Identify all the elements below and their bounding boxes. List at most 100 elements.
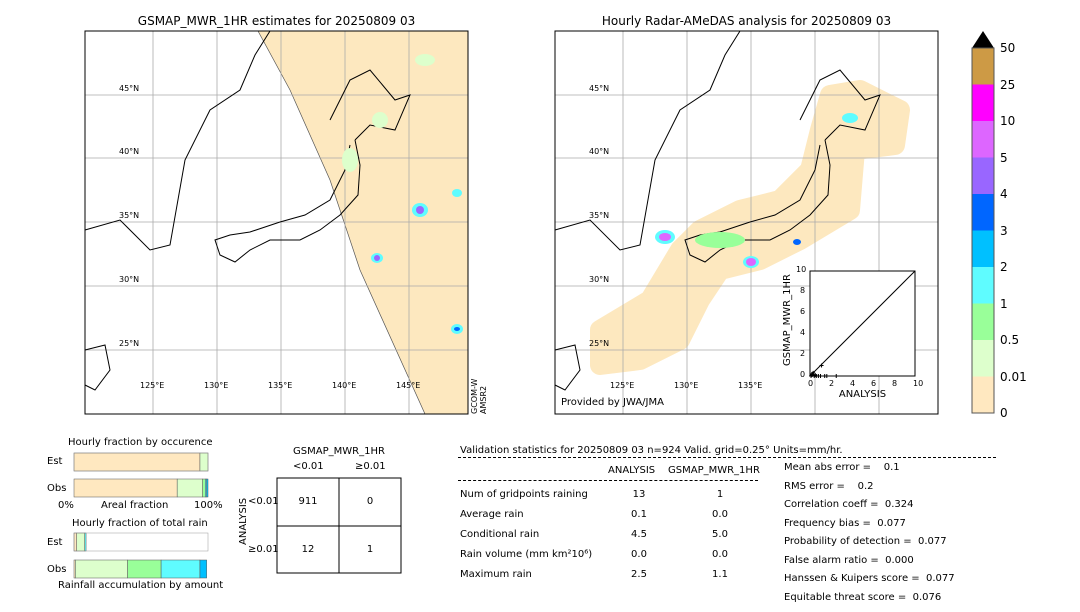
colorbar-segment [972,48,994,85]
fraction-bar-segment [73,478,178,498]
colorbar-label: 0.01 [1000,369,1027,384]
scatter-point [819,363,824,368]
colorbar-segment [972,194,994,231]
cell: 1 [366,544,374,555]
colorbar-label: 4 [1000,187,1008,201]
lat-label: 45°N [119,84,140,93]
scatter-point [834,374,839,378]
score-text: Hanssen & Kuipers score = 0.077 [784,573,955,584]
lon-label: 145°E [396,381,421,390]
score-text: Probability of detection = 0.077 [784,536,947,547]
scatter-ytick: 0 [800,370,806,379]
fraction-bar-segment [73,532,77,552]
credit-text: Provided by JWA/JMA [561,397,664,408]
fraction-bar-segment [199,559,207,579]
score-text: False alarm ratio = 0.000 [784,554,914,566]
colorbar-segment [972,303,994,340]
scatter-ytick: 4 [800,328,806,337]
colorbar-label: 3 [1000,223,1008,238]
contingency-grid [276,477,402,574]
fraction-bar-segment [84,532,87,552]
stat-analysis: 2.5 [631,569,647,580]
fraction-bar-segment [127,559,162,579]
occurrence-chart [73,452,209,498]
colorbar-extend-arrow [972,31,994,48]
scatter-xtick: 2 [829,379,835,388]
lat-label: 30°N [589,275,610,284]
lat-label: 40°N [589,147,610,156]
lat-label: 40°N [119,147,140,156]
lon-label: 130°E [204,381,229,390]
radar-coverage [590,80,910,375]
lon-label: 140°E [332,381,357,390]
lat-label: 25°N [119,339,140,348]
rain-title: Hourly fraction of total rain [72,518,208,529]
scatter-xtick: 4 [850,379,856,388]
rain-obs-label: Obs [47,564,67,575]
occ-xlabel: Areal fraction [101,500,169,511]
fraction-bar-segment [199,452,209,472]
lon-label: 125°E [140,381,165,390]
scatter-xtick: 6 [871,379,877,388]
lat-label: 45°N [589,84,610,93]
lon-label: 130°E [674,381,699,390]
colorbar-label: 0 [1000,406,1008,420]
occ-xtick-0: 0% [58,500,74,511]
rain-cells [655,113,858,268]
stat-gsmap: 1 [716,489,724,500]
scatter-ylabel: GSMAP_MWR_1HR [782,274,793,366]
cell: 0 [366,496,374,507]
stats-header: Validation statistics for 20250809 03 n=… [460,445,843,456]
row-header-ge: ≥0.01 [248,544,279,555]
colorbar-segment [972,157,994,194]
col-header-lt: <0.01 [293,461,324,472]
scatter-xlabel: ANALYSIS [838,389,887,400]
contingency-title: GSMAP_MWR_1HR [293,446,385,457]
rain-cells [342,54,463,334]
colorbar-label: 50 [1000,41,1016,55]
score-text: Frequency bias = 0.077 [784,517,906,529]
stat-analysis: 0.0 [631,549,647,560]
score-text: RMS error = 0.2 [784,480,874,492]
rain-fraction-chart [73,532,209,579]
occ-obs-label: Obs [47,483,67,494]
scatter-xtick: 8 [892,379,898,388]
colorbar-label: 2 [1000,260,1008,274]
scatter-point [824,374,829,378]
colorbar-segment [972,84,994,121]
lon-label: 125°E [610,381,635,390]
fraction-bar-segment [75,559,128,579]
cell: 911 [298,496,318,507]
colorbar-segment [972,340,994,377]
fraction-bar-segment [202,478,206,498]
scatter-ytick: 10 [796,265,807,274]
fraction-bar-segment [176,478,203,498]
scatter-ytick: 2 [800,349,806,358]
colorbar-segment [972,230,994,267]
stat-analysis: 13 [632,489,646,500]
fraction-bar-segment [206,478,209,498]
stats-col-gsmap: GSMAP_MWR_1HR [668,465,760,476]
occ-est-label: Est [47,456,63,467]
stat-label: Num of gridpoints raining [460,489,588,500]
left-map-title: GSMAP_MWR_1HR estimates for 20250809 03 [137,14,416,28]
fraction-bar-segment [73,452,201,472]
score-text: Mean abs error = 0.1 [784,462,900,473]
scatter-xtick: 0 [808,379,814,388]
stat-label: Average rain [460,509,524,520]
stat-gsmap: 5.0 [712,529,728,540]
right-map-title: Hourly Radar-AMeDAS analysis for 2025080… [601,14,892,28]
sensor-label: GCOM-W AMSR2 [470,378,488,414]
fraction-bar-segment [160,559,201,579]
row-header-lt: <0.01 [248,496,279,507]
stat-label: Maximum rain [460,569,532,580]
colorbar-label: 25 [1000,77,1016,92]
scatter-point [810,371,815,376]
coastline [554,30,881,391]
fraction-bar-segment [76,532,85,552]
colorbar [971,31,995,414]
stat-label: Conditional rain [460,529,540,540]
colorbar-label: 1 [1000,296,1008,311]
lat-label: 30°N [119,275,140,284]
scatter-inset [809,270,916,378]
